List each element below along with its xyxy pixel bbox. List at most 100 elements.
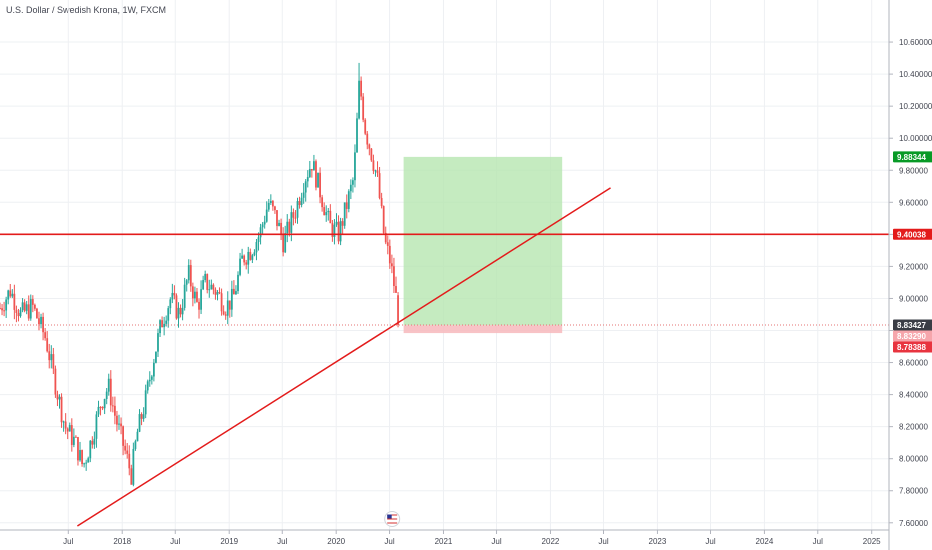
candle-body bbox=[46, 338, 49, 352]
candle-body bbox=[368, 144, 371, 149]
candle-body bbox=[87, 458, 90, 463]
price-tags: 9.88344 9.40038 8.83427 8.83290 8.78388 bbox=[893, 151, 932, 353]
candle-body bbox=[388, 245, 391, 264]
candle-body bbox=[220, 293, 223, 312]
candle-body bbox=[191, 286, 194, 299]
price-tag: 8.83427 bbox=[893, 319, 932, 331]
drawing-lines bbox=[0, 187, 889, 527]
candle-body bbox=[335, 221, 338, 225]
candle-body bbox=[107, 378, 110, 392]
candle-body bbox=[360, 80, 363, 97]
candle-body bbox=[50, 354, 53, 361]
candle-body bbox=[269, 200, 272, 204]
candle-body bbox=[230, 288, 233, 310]
position-profit-zone bbox=[403, 156, 563, 326]
candle-body bbox=[206, 273, 209, 290]
candle-body bbox=[75, 436, 77, 438]
candle-body bbox=[347, 191, 350, 209]
candle-body bbox=[140, 414, 143, 419]
candle-body bbox=[282, 234, 285, 253]
flag-stripe bbox=[387, 522, 398, 524]
x-tick-label: 2025 bbox=[863, 537, 881, 546]
price-tag-label: 8.83427 bbox=[897, 321, 926, 330]
y-tick-label: 10.20000 bbox=[899, 102, 932, 111]
candle-body bbox=[208, 289, 211, 291]
candle-body bbox=[77, 437, 79, 461]
candle-body bbox=[103, 398, 106, 409]
chart-title: U.S. Dollar / Swedish Krona, 1W, FXCM bbox=[6, 5, 167, 15]
candle-body bbox=[356, 118, 358, 153]
trend-line bbox=[76, 187, 611, 527]
flag-canton bbox=[387, 514, 392, 519]
candle-body bbox=[267, 203, 270, 210]
candle-body bbox=[194, 291, 196, 299]
candle-body bbox=[226, 300, 229, 316]
x-tick-label: Jul bbox=[491, 537, 501, 546]
candle-body bbox=[337, 221, 340, 242]
candle-body bbox=[255, 242, 258, 253]
candle-body bbox=[60, 396, 63, 423]
candle-body bbox=[278, 222, 280, 227]
candle-body bbox=[372, 160, 375, 171]
price-tag-label: 8.78388 bbox=[897, 343, 926, 352]
candle-body bbox=[196, 291, 198, 302]
candle-body bbox=[218, 292, 221, 294]
y-tick-label: 9.20000 bbox=[899, 262, 928, 271]
price-tag-bg bbox=[893, 319, 932, 331]
candle-body bbox=[81, 450, 83, 465]
price-tag-label: 9.88344 bbox=[897, 153, 926, 162]
candle-body bbox=[200, 289, 202, 310]
candle-body bbox=[15, 309, 18, 313]
candle-body bbox=[290, 212, 293, 233]
candle-body bbox=[378, 173, 381, 198]
us-flag-icon[interactable] bbox=[384, 511, 401, 527]
candle-body bbox=[366, 133, 369, 145]
candle-body bbox=[148, 379, 151, 382]
candle-body bbox=[179, 307, 182, 315]
price-tag-bg bbox=[893, 228, 932, 240]
y-tick-label: 8.60000 bbox=[899, 359, 928, 368]
candle-body bbox=[29, 299, 32, 319]
candle-body bbox=[210, 284, 213, 290]
candle-body bbox=[313, 161, 315, 171]
candle-body bbox=[122, 426, 125, 446]
candle-body bbox=[233, 288, 235, 295]
x-tick-label: 2023 bbox=[649, 537, 667, 546]
candle-body bbox=[333, 224, 336, 237]
price-tag-bg bbox=[893, 151, 932, 163]
candle-body bbox=[321, 197, 324, 208]
candle-body bbox=[212, 284, 215, 290]
candle-body bbox=[329, 210, 332, 224]
candle-body bbox=[253, 252, 256, 256]
candle-body bbox=[36, 308, 38, 319]
candle-body bbox=[23, 302, 26, 311]
y-tick-label: 9.00000 bbox=[899, 294, 928, 303]
candle-body bbox=[11, 293, 14, 297]
candle-body bbox=[173, 292, 176, 296]
position-loss-zone bbox=[403, 325, 563, 334]
candle-body bbox=[302, 192, 305, 198]
candle-body bbox=[101, 406, 104, 409]
x-tick-label: Jul bbox=[384, 537, 394, 546]
candle-body bbox=[284, 233, 287, 253]
x-tick-label: Jul bbox=[813, 537, 823, 546]
candle-body bbox=[386, 242, 389, 246]
candle-body bbox=[136, 431, 139, 442]
candle-body bbox=[111, 405, 114, 407]
candle-body bbox=[292, 212, 295, 218]
candle-body bbox=[5, 299, 8, 311]
candle-body bbox=[169, 299, 172, 309]
candle-body bbox=[105, 391, 108, 399]
candle-body bbox=[374, 170, 377, 172]
x-tick-label: Jul bbox=[170, 537, 180, 546]
flag-stripe bbox=[387, 514, 398, 516]
candle-body bbox=[9, 290, 12, 297]
candle-body bbox=[83, 463, 86, 465]
candle-body bbox=[308, 169, 311, 178]
candle-body bbox=[132, 448, 135, 485]
flag-stripe bbox=[387, 520, 398, 522]
candle-body bbox=[390, 263, 393, 267]
candle-body bbox=[116, 415, 118, 425]
candle-body bbox=[21, 302, 24, 310]
